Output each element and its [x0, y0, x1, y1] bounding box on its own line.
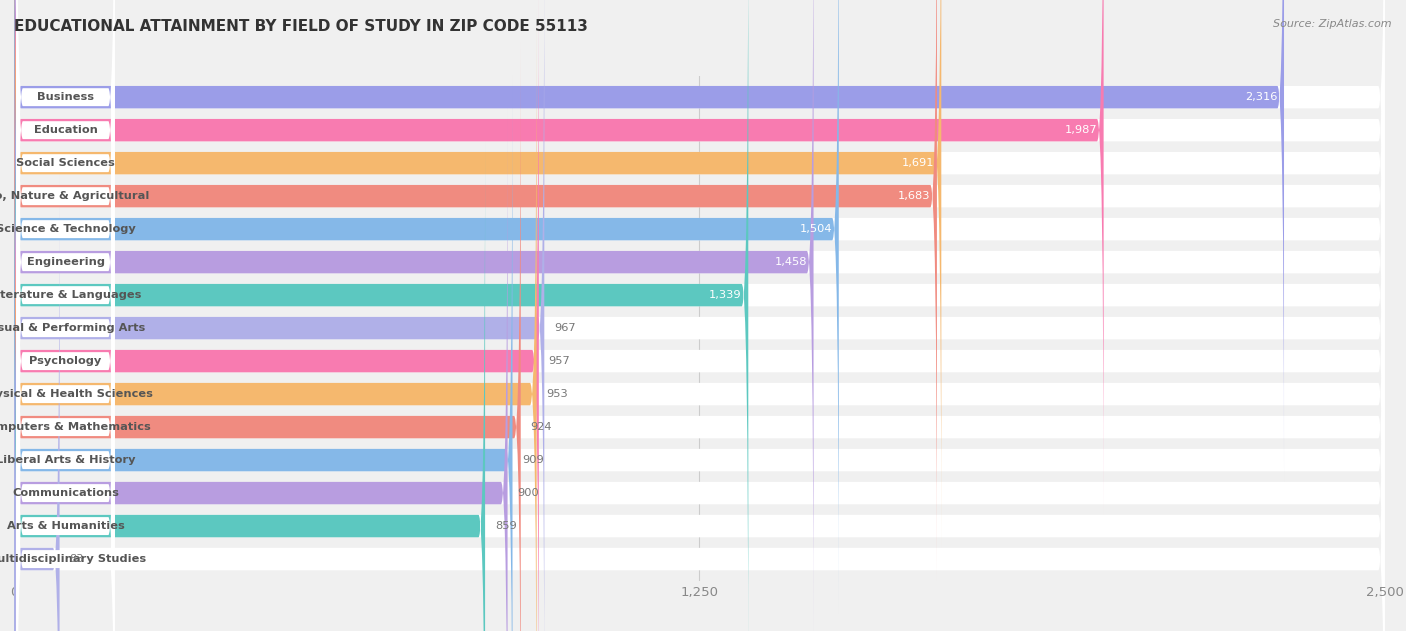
- Text: 957: 957: [548, 356, 571, 366]
- Text: 967: 967: [554, 323, 576, 333]
- Text: Arts & Humanities: Arts & Humanities: [7, 521, 125, 531]
- FancyBboxPatch shape: [14, 0, 1385, 631]
- Text: Communications: Communications: [13, 488, 120, 498]
- Text: 83: 83: [69, 554, 84, 564]
- FancyBboxPatch shape: [17, 0, 115, 484]
- FancyBboxPatch shape: [14, 42, 1385, 631]
- FancyBboxPatch shape: [14, 141, 1385, 631]
- FancyBboxPatch shape: [17, 0, 115, 616]
- FancyBboxPatch shape: [17, 7, 115, 631]
- Text: 924: 924: [530, 422, 553, 432]
- Text: 909: 909: [523, 455, 544, 465]
- FancyBboxPatch shape: [14, 0, 544, 631]
- Text: 900: 900: [517, 488, 538, 498]
- Text: Business: Business: [37, 92, 94, 102]
- FancyBboxPatch shape: [14, 0, 538, 631]
- Text: 1,339: 1,339: [709, 290, 742, 300]
- FancyBboxPatch shape: [14, 0, 748, 631]
- Text: 1,683: 1,683: [898, 191, 931, 201]
- FancyBboxPatch shape: [14, 174, 1385, 631]
- Text: Psychology: Psychology: [30, 356, 101, 366]
- Text: Education: Education: [34, 125, 97, 135]
- FancyBboxPatch shape: [14, 42, 520, 631]
- FancyBboxPatch shape: [14, 0, 941, 548]
- FancyBboxPatch shape: [17, 0, 115, 631]
- FancyBboxPatch shape: [17, 139, 115, 631]
- FancyBboxPatch shape: [14, 141, 485, 631]
- FancyBboxPatch shape: [17, 172, 115, 631]
- FancyBboxPatch shape: [14, 0, 1385, 631]
- Text: Physical & Health Sciences: Physical & Health Sciences: [0, 389, 152, 399]
- FancyBboxPatch shape: [17, 106, 115, 631]
- Text: Liberal Arts & History: Liberal Arts & History: [0, 455, 135, 465]
- FancyBboxPatch shape: [14, 0, 1385, 581]
- Text: Science & Technology: Science & Technology: [0, 224, 135, 234]
- FancyBboxPatch shape: [17, 0, 115, 631]
- FancyBboxPatch shape: [17, 0, 115, 583]
- Text: Engineering: Engineering: [27, 257, 104, 267]
- FancyBboxPatch shape: [17, 40, 115, 631]
- Text: 2,316: 2,316: [1246, 92, 1278, 102]
- Text: 859: 859: [495, 521, 516, 531]
- Text: Bio, Nature & Agricultural: Bio, Nature & Agricultural: [0, 191, 149, 201]
- FancyBboxPatch shape: [17, 0, 115, 631]
- FancyBboxPatch shape: [14, 0, 1385, 515]
- FancyBboxPatch shape: [14, 174, 59, 631]
- FancyBboxPatch shape: [17, 0, 115, 517]
- Text: Visual & Performing Arts: Visual & Performing Arts: [0, 323, 146, 333]
- FancyBboxPatch shape: [17, 0, 115, 631]
- FancyBboxPatch shape: [14, 75, 513, 631]
- FancyBboxPatch shape: [14, 0, 1385, 631]
- FancyBboxPatch shape: [14, 0, 1284, 482]
- FancyBboxPatch shape: [17, 0, 115, 550]
- FancyBboxPatch shape: [14, 0, 1385, 614]
- Text: 1,504: 1,504: [800, 224, 832, 234]
- FancyBboxPatch shape: [14, 0, 814, 631]
- Text: Source: ZipAtlas.com: Source: ZipAtlas.com: [1274, 19, 1392, 29]
- Text: 1,987: 1,987: [1064, 125, 1097, 135]
- FancyBboxPatch shape: [14, 0, 936, 581]
- FancyBboxPatch shape: [14, 9, 1385, 631]
- Text: 1,458: 1,458: [775, 257, 807, 267]
- Text: 1,691: 1,691: [903, 158, 935, 168]
- FancyBboxPatch shape: [14, 9, 537, 631]
- FancyBboxPatch shape: [14, 75, 1385, 631]
- FancyBboxPatch shape: [14, 0, 1385, 631]
- Text: Social Sciences: Social Sciences: [17, 158, 115, 168]
- FancyBboxPatch shape: [14, 109, 508, 631]
- Text: Literature & Languages: Literature & Languages: [0, 290, 142, 300]
- Text: 953: 953: [547, 389, 568, 399]
- Text: EDUCATIONAL ATTAINMENT BY FIELD OF STUDY IN ZIP CODE 55113: EDUCATIONAL ATTAINMENT BY FIELD OF STUDY…: [14, 19, 588, 34]
- FancyBboxPatch shape: [14, 0, 1104, 515]
- FancyBboxPatch shape: [14, 0, 1385, 482]
- FancyBboxPatch shape: [14, 0, 1385, 548]
- FancyBboxPatch shape: [14, 0, 839, 614]
- FancyBboxPatch shape: [17, 73, 115, 631]
- Text: Multidisciplinary Studies: Multidisciplinary Studies: [0, 554, 146, 564]
- Text: Computers & Mathematics: Computers & Mathematics: [0, 422, 150, 432]
- FancyBboxPatch shape: [14, 109, 1385, 631]
